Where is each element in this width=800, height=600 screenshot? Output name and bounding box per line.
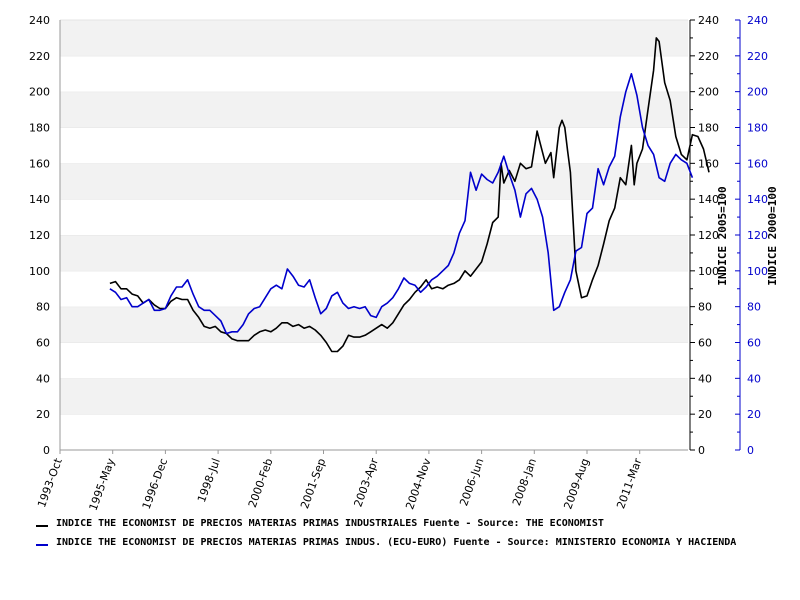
y-tick-label-right-2: 100	[747, 265, 768, 278]
y-tick-label-right-1: 80	[698, 301, 712, 314]
y-tick-label-left: 80	[36, 301, 50, 314]
y-tick-label-right-1: 100	[698, 265, 719, 278]
x-tick-label: 2001-Sep	[298, 457, 328, 511]
y-tick-label-left: 220	[29, 50, 50, 63]
y-tick-label-right-1: 140	[698, 193, 719, 206]
y-tick-label-right-2: 180	[747, 122, 768, 135]
legend-label-blue: INDICE THE ECONOMIST DE PRECIOS MATERIAS…	[56, 537, 737, 548]
y-tick-label-left: 0	[43, 444, 50, 457]
y-tick-label-left: 20	[36, 408, 50, 421]
series-line-blue	[109, 73, 694, 335]
grid-band	[60, 55, 688, 92]
legend-swatch-black	[36, 525, 48, 527]
legend: INDICE THE ECONOMIST DE PRECIOS MATERIAS…	[36, 514, 800, 552]
x-tick-label: 2008-Jan	[510, 457, 539, 508]
y-tick-label-left: 140	[29, 193, 50, 206]
y-tick-label-right-2: 200	[747, 86, 768, 99]
y-tick-label-right-1: 0	[698, 444, 705, 457]
right-y-axis-2: 0 20 40 60 80 100 120 140 160 180 200 220 240	[735, 14, 768, 457]
x-tick-label: 2009-Aug	[561, 457, 591, 511]
left-y-axis: 0 20 40 60 80 100 120 140 160 180 200 220 240	[29, 14, 50, 457]
grid-band	[60, 378, 688, 415]
y-tick-label-right-1: 220	[698, 50, 719, 63]
y-tick-label-left: 160	[29, 157, 50, 170]
y-tick-label-left: 180	[29, 122, 50, 135]
grid-band	[60, 342, 688, 379]
grid-band	[60, 270, 688, 307]
y-tick-label-right-1: 120	[698, 229, 719, 242]
x-tick-label: 1993-Oct	[35, 456, 65, 509]
y-tick-label-right-1: 240	[698, 14, 719, 27]
y-tick-label-right-1: 180	[698, 122, 719, 135]
x-tick-label: 1995-May	[87, 456, 118, 512]
x-axis: 1993-Oct 1995-May 1996-Dec 1998-Jul 2000-Feb…	[35, 450, 645, 512]
grid-band	[60, 20, 688, 56]
right-axis-title-1: INDICE 2005=100	[716, 186, 729, 285]
y-tick-label-right-2: 140	[747, 193, 768, 206]
legend-swatch-blue	[36, 544, 48, 546]
grid-band	[60, 127, 688, 164]
grid-band	[60, 91, 688, 128]
x-tick-label: 2006-Jun	[457, 457, 486, 508]
y-tick-label-right-2: 20	[747, 408, 761, 421]
y-tick-label-right-1: 200	[698, 86, 719, 99]
legend-label-black: INDICE THE ECONOMIST DE PRECIOS MATERIAS…	[56, 518, 604, 529]
y-tick-label-right-1: 20	[698, 408, 712, 421]
x-tick-label: 1998-Jul	[195, 457, 223, 505]
y-tick-label-left: 120	[29, 229, 50, 242]
x-tick-label: 2003-Apr	[351, 456, 381, 509]
grid-band	[60, 306, 688, 343]
y-tick-label-right-2: 0	[747, 444, 754, 457]
grid-band	[60, 235, 688, 271]
grid-bands	[60, 19, 688, 450]
y-tick-label-left: 240	[29, 14, 50, 27]
right-y-axis-1: 0 20 40 60 80 100 120 140 160 180 200 220 240	[689, 14, 719, 457]
y-tick-label-right-2: 40	[747, 372, 761, 385]
y-tick-label-right-1: 160	[698, 157, 719, 170]
y-tick-label-right-1: 60	[698, 337, 712, 350]
y-tick-label-right-2: 80	[747, 301, 761, 314]
legend-entry-black: INDICE THE ECONOMIST DE PRECIOS MATERIAS…	[36, 514, 800, 533]
series-layer	[109, 37, 710, 353]
y-tick-label-left: 40	[36, 372, 50, 385]
grid-band	[60, 199, 688, 235]
x-tick-label: 1996-Dec	[140, 457, 170, 511]
grid-band	[60, 414, 688, 450]
y-tick-label-right-2: 240	[747, 14, 768, 27]
right-axis-title-2: INDICE 2000=100	[766, 186, 779, 285]
x-tick-label: 2004-Nov	[403, 456, 434, 511]
y-tick-label-right-2: 160	[747, 157, 768, 170]
y-tick-label-right-1: 40	[698, 372, 712, 385]
grid-band	[60, 163, 688, 200]
y-tick-label-left: 200	[29, 86, 50, 99]
x-tick-label: 2000-Feb	[246, 457, 276, 510]
x-tick-label: 2011-Mar	[614, 456, 644, 510]
plot-frame	[59, 20, 688, 451]
y-tick-label-right-2: 220	[747, 50, 768, 63]
y-tick-label-left: 60	[36, 337, 50, 350]
y-tick-label-right-2: 120	[747, 229, 768, 242]
legend-entry-blue: INDICE THE ECONOMIST DE PRECIOS MATERIAS…	[36, 533, 800, 552]
y-tick-label-right-2: 60	[747, 337, 761, 350]
y-tick-label-left: 100	[29, 265, 50, 278]
